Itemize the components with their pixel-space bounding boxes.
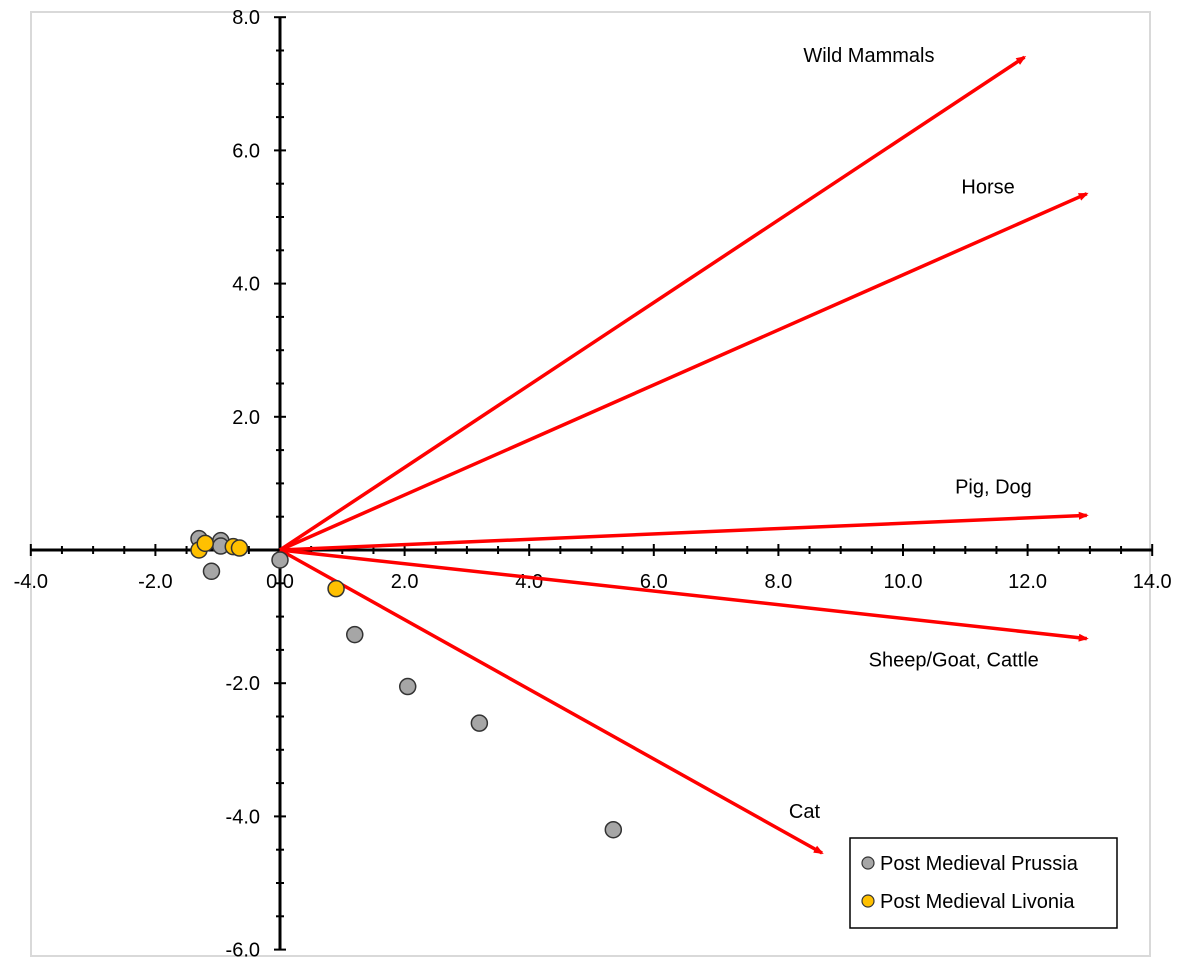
x-tick-label: 10.0 xyxy=(884,571,923,593)
point-post-medieval-prussia xyxy=(346,625,364,644)
x-tick-label: 8.0 xyxy=(764,571,792,593)
point-post-medieval-livonia xyxy=(230,539,249,557)
legend: Post Medieval Prussia Post Medieval Livon… xyxy=(849,837,1118,929)
vector-sheep-goat-cattle xyxy=(279,548,1089,642)
x-tick-label: 6.0 xyxy=(640,571,668,593)
x-tick-label: -4.0 xyxy=(14,571,48,593)
y-tick-label: 4.0 xyxy=(232,274,260,296)
point-post-medieval-prussia xyxy=(470,714,489,732)
vector-pig-dog xyxy=(279,511,1089,552)
legend-box xyxy=(849,837,1118,929)
x-tick-label: 12.0 xyxy=(1008,571,1047,593)
vector-horse xyxy=(279,192,1089,552)
vector-label-cat: Cat xyxy=(789,801,821,823)
y-tick-label: 8.0 xyxy=(232,7,260,29)
x-tick-label: 4.0 xyxy=(515,571,543,593)
x-tick-label: 2.0 xyxy=(391,571,419,593)
legend-label-post-medieval-livonia: Post Medieval Livonia xyxy=(880,891,1075,913)
vector-wild-mammals xyxy=(279,55,1027,552)
vector-cat xyxy=(279,548,824,855)
vector-label-horse: Horse xyxy=(961,177,1014,199)
y-tick-label: -6.0 xyxy=(226,940,260,962)
legend-label-post-medieval-prussia: Post Medieval Prussia xyxy=(880,853,1079,875)
loading-vectors xyxy=(279,55,1089,855)
vector-label-pig-dog: Pig, Dog xyxy=(955,476,1032,498)
legend-marker-post-medieval-prussia xyxy=(861,856,875,870)
point-post-medieval-prussia xyxy=(398,677,417,696)
legend-marker-post-medieval-livonia xyxy=(861,894,875,908)
vector-labels: Wild Mammals Horse Pig, Dog Sheep/Goat, Cat… xyxy=(789,45,1039,823)
point-post-medieval-livonia xyxy=(196,534,214,553)
point-post-medieval-livonia xyxy=(327,579,345,598)
y-tick-label: -4.0 xyxy=(226,806,260,828)
point-post-medieval-prussia xyxy=(271,551,289,569)
data-points xyxy=(190,529,623,839)
y-tick-label: 6.0 xyxy=(232,140,260,162)
vector-label-sheep-goat-cattle: Sheep/Goat, Cattle xyxy=(869,650,1039,672)
point-post-medieval-prussia xyxy=(604,820,623,839)
y-tick-label: -2.0 xyxy=(226,673,260,695)
x-tick-label: 14.0 xyxy=(1133,571,1172,593)
x-tick-label: 0.0 xyxy=(266,571,294,593)
point-post-medieval-prussia xyxy=(202,562,221,581)
y-tick-label: 2.0 xyxy=(232,407,260,429)
chart-frame xyxy=(30,11,1151,957)
x-tick-label: -2.0 xyxy=(138,571,172,593)
vector-label-wild-mammals: Wild Mammals xyxy=(803,45,934,67)
